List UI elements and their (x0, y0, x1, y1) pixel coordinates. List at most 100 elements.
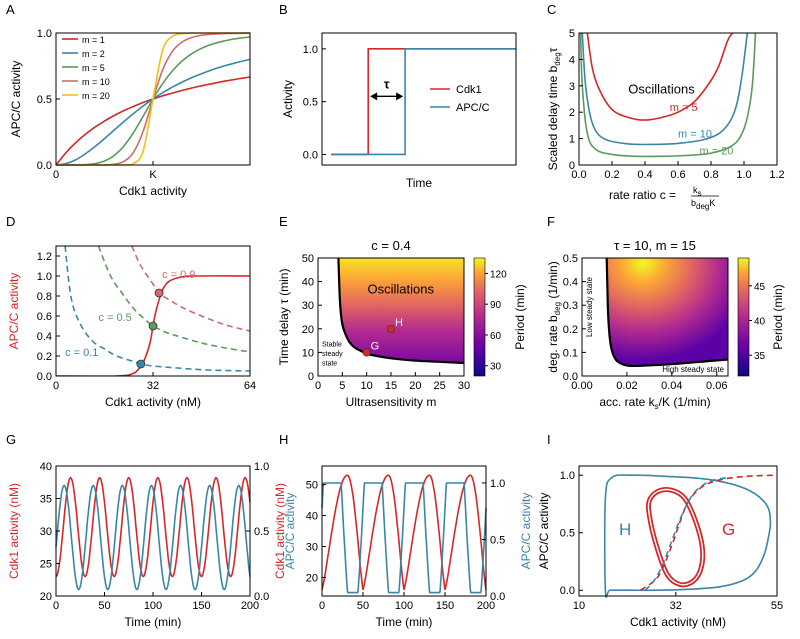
fraction-denominator: bdegK (691, 198, 715, 211)
x-tick-label: K (149, 169, 157, 181)
label-subscript: deg (553, 52, 562, 65)
x-tick-label: 0.8 (703, 169, 718, 181)
y-tick-label: 1.0 (490, 478, 505, 490)
y-tick-label: 0.0 (563, 371, 578, 383)
legend-label: m = 5 (82, 63, 105, 73)
y-axis-label: APC/C activity (9, 61, 23, 138)
colorbar-tick-label: 60 (490, 331, 502, 342)
legend-label: APC/C (456, 102, 490, 114)
label-subscript: s (698, 189, 702, 198)
y-tick-label: 1.0 (303, 44, 318, 56)
label-part: b (691, 198, 696, 208)
x-tick-label: 30 (458, 380, 470, 392)
x-axis-label: Time (min) (376, 615, 433, 629)
colorbar-tick-label: 30 (490, 362, 502, 373)
y-tick-label: 20 (306, 572, 318, 584)
marker-point (362, 348, 371, 357)
y-tick-label: 30 (40, 526, 52, 538)
y-tick-label: 40 (302, 277, 314, 289)
colorbar (473, 257, 486, 377)
y-tick-label: 0.0 (37, 371, 52, 383)
y-tick-label: 0.0 (37, 160, 52, 172)
label-subscript: deg (696, 202, 709, 211)
y-tick-label: 0.6 (37, 311, 52, 323)
x-axis-label: Cdk1 activity (nM) (630, 615, 726, 629)
x-axis-label: rate ratio c = (609, 188, 676, 202)
cycle-label: G (722, 520, 735, 539)
label-part: acc. rate k (599, 395, 655, 409)
panel-c: 0.0 0.2 0.4 0.6 0.8 1.0 1.2 0 1 2 3 4 5 Oscillations m… (546, 28, 785, 211)
y-tick-label: 3 (569, 81, 575, 93)
panel-letter-b: B (279, 2, 288, 17)
x-tick-label: 200 (241, 600, 259, 612)
bifurcation-boundary (605, 257, 729, 368)
y-tick-label: 0.5 (490, 534, 505, 546)
legend-label: m = 1 (82, 35, 105, 45)
x-tick-label: 150 (436, 600, 454, 612)
panel-letter-e: E (279, 214, 288, 229)
y-tick-label: 1.0 (37, 271, 52, 283)
y-tick-label: 4 (569, 54, 575, 66)
x-tick-label: 0.04 (661, 380, 682, 392)
label-subscript: s (655, 402, 659, 411)
panel-letter-g: G (6, 432, 16, 447)
y-tick-label: 0.0 (254, 591, 269, 603)
y-tick-label: 0 (308, 371, 314, 383)
label-part: /K (1/min) (659, 395, 711, 409)
x-tick-label: 50 (357, 600, 369, 612)
y-tick-label: 0.5 (37, 94, 52, 106)
series-line (64, 246, 250, 372)
y-tick-label: 0.4 (563, 277, 578, 289)
x-axis-label: Time (min) (125, 615, 182, 629)
cycle-label: H (619, 520, 631, 539)
steady-state-point (154, 288, 164, 298)
plot-frame (578, 32, 778, 166)
plot-frame (321, 32, 517, 166)
series-line (131, 246, 250, 332)
panel-letter-c: C (547, 2, 556, 17)
x-tick-label: 0.0 (571, 169, 586, 181)
chart-title: c = 0.4 (371, 238, 410, 253)
y-axis-label: Scaled delay time bdegτ (546, 47, 562, 170)
y-tick-label: 30 (306, 541, 318, 553)
y-axis-label: Activity (281, 80, 295, 118)
tau-arrow-head (396, 92, 404, 101)
bifurcation-boundary (337, 257, 465, 365)
x-axis-label: Cdk1 activity (nM) (105, 395, 201, 409)
x-tick-label: 10 (361, 380, 373, 392)
y-tick-label: 1 (569, 134, 575, 146)
y-tick-label: 50 (306, 480, 318, 492)
x-tick-label: 50 (98, 600, 110, 612)
region-label: Oscillations (367, 281, 434, 296)
x-tick-label: 25 (434, 380, 446, 392)
x-tick-label: 32 (147, 380, 159, 392)
marker-label: G (371, 340, 380, 352)
steady-state-point (136, 359, 146, 369)
region-label: state (322, 360, 337, 367)
x-tick-label: 55 (771, 600, 783, 612)
x-tick-label: 0.2 (604, 169, 619, 181)
panel-h: 0 50 100 150 200 20 30 40 50 0.0 0.5 1.0 Time (min) C… (273, 465, 533, 629)
panel-letter-d: D (6, 214, 15, 229)
steady-state-point (148, 321, 158, 331)
series-label: c = 0.5 (98, 312, 131, 324)
series-line (321, 482, 487, 594)
x-tick-label: 100 (144, 600, 162, 612)
y-tick-label: 25 (40, 559, 52, 571)
y-tick-label: 0.0 (560, 585, 575, 597)
x-tick-label: 0.06 (706, 380, 727, 392)
label-subscript: deg (553, 302, 562, 315)
panel-letter-h: H (279, 432, 288, 447)
x-tick-label: 0 (53, 380, 59, 392)
panel-d: c = 0.1 c = 0.5 c = 0.9 0 32 64 0.0 0.2 0.4 0.6 0.… (7, 245, 256, 409)
x-tick-label: 0 (315, 380, 321, 392)
x-axis-label: Ultrasensitivity m (346, 395, 437, 409)
fraction-numerator: ks (693, 185, 702, 198)
series-line (55, 58, 251, 166)
series-label: m = 10 (678, 128, 712, 140)
x-tick-label: 20 (409, 380, 421, 392)
x-tick-label: 150 (192, 600, 210, 612)
y-tick-label: 0.2 (37, 351, 52, 363)
